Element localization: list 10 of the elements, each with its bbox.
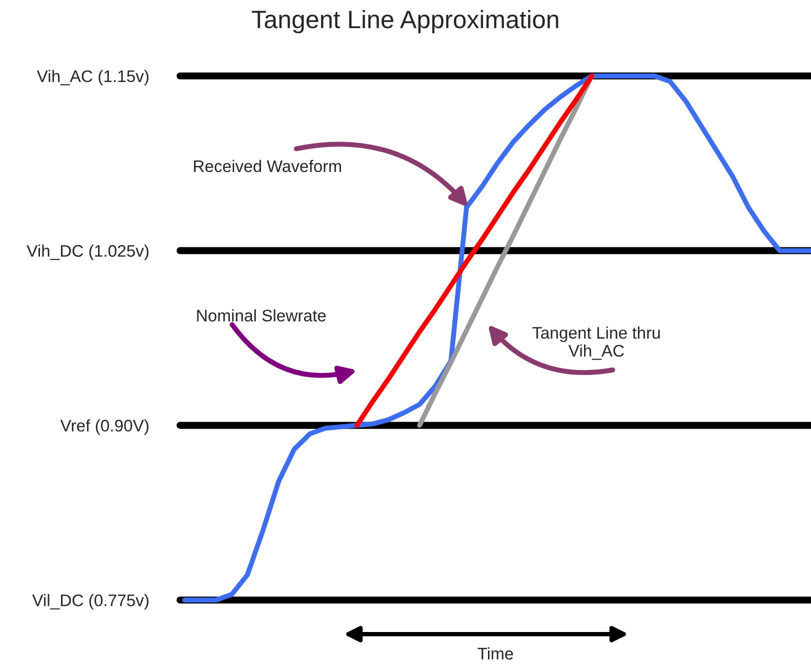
chart-title: Tangent Line Approximation [252,10,558,34]
x-axis-title: Time [478,647,513,660]
annotation: Nominal Slewrate [197,309,326,322]
line-series [182,73,811,602]
annotation: Tangent Line thru Vih_AC [532,326,660,360]
y-tick-label: Vih_DC (1.025v) [26,244,148,260]
annotation: Received Waveform [194,160,341,172]
y-tick-label: Vref (0.90V) [60,419,148,435]
y-tick-label: Vih_AC (1.15v) [36,70,148,86]
y-tick-label: Vil_DC (0.775v) [32,594,148,610]
